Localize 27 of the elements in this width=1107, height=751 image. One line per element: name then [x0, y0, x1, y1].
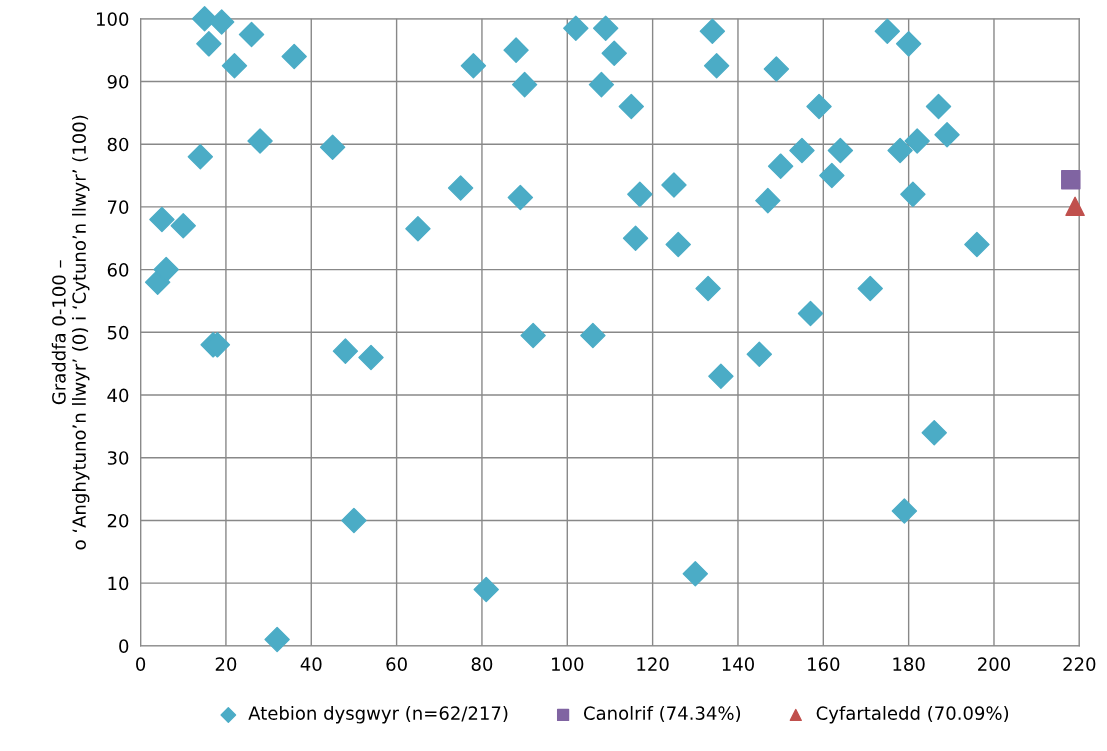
x-tick-label: 140	[722, 657, 754, 671]
legend-label: Canolrif (74.34%)	[583, 706, 741, 723]
x-tick-label: 60	[386, 657, 407, 671]
y-tick-label: 90	[107, 74, 129, 89]
x-tick-label: 80	[471, 657, 493, 671]
x-tick-label: 220	[1063, 657, 1096, 671]
x-tick-label: 160	[808, 657, 840, 671]
y-tick-label: 100	[97, 12, 129, 26]
x-tick-label: 0	[136, 657, 146, 671]
y-tick-label: 40	[107, 388, 129, 403]
y-tick-label: 60	[107, 263, 129, 277]
x-tick-label: 20	[215, 657, 237, 671]
y-tick-label: 70	[107, 200, 129, 215]
y-axis-title: Graddfa 0-100 – o ‘Anghytuno’n llwyr’ (0) i ‘Cytuno’n llwyr’ (100)	[51, 115, 90, 550]
y-tick-label: 80	[107, 137, 129, 152]
legend-label: Atebion dysgwyr (n=62/217)	[248, 706, 508, 724]
x-tick-label: 100	[552, 657, 584, 671]
x-tick-label: 120	[637, 657, 669, 671]
x-tick-label: 40	[300, 657, 322, 671]
legend-label: Cyfartaledd (70.09%)	[816, 706, 1009, 724]
y-tick-label: 20	[107, 513, 129, 528]
y-tick-label: 30	[107, 451, 129, 465]
y-tick-label: 50	[107, 325, 129, 340]
y-tick-label: 0	[119, 639, 129, 653]
x-tick-label: 200	[978, 657, 1011, 671]
y-tick-label: 10	[108, 576, 129, 591]
x-tick-label: 180	[893, 657, 925, 671]
